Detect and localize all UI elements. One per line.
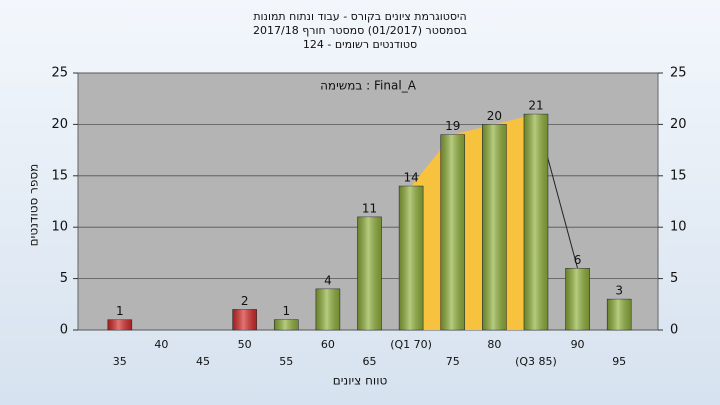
y-tick-label: 5 (60, 271, 68, 286)
x-tick-label: 40 (154, 338, 168, 351)
chart-title: היסטוגרמת ציונים בקורס - עבוד ונתוח תמונ… (253, 10, 466, 23)
y2-tick-label: 20 (670, 117, 687, 132)
x-tick-label: (Q3 85) (515, 355, 557, 368)
value-label: 6 (574, 253, 582, 267)
bar-shine (440, 134, 465, 330)
bar-shine (607, 299, 632, 330)
y-tick-label: 25 (51, 66, 68, 81)
y-tick-label: 15 (51, 168, 68, 183)
bar-shine (482, 124, 507, 331)
x-tick-label: 80 (487, 338, 501, 351)
bar-shine (232, 309, 257, 330)
y2-tick-label: 0 (670, 323, 678, 338)
bar-shine (399, 186, 424, 330)
annotation: במשימה : Final_A (320, 79, 417, 93)
value-label: 20 (487, 109, 502, 123)
x-tick-label: 55 (279, 355, 293, 368)
bar-shine (357, 216, 382, 330)
value-label: 11 (362, 201, 377, 215)
value-label: 14 (403, 171, 418, 185)
value-label: 19 (445, 119, 460, 133)
bar-shine (315, 288, 340, 330)
value-label: 1 (282, 304, 290, 318)
value-label: 2 (241, 294, 249, 308)
value-label: 1 (116, 304, 124, 318)
x-tick-label: 60 (321, 338, 335, 351)
x-axis-label: טווח ציונים (333, 374, 388, 388)
y-tick-label: 10 (51, 220, 68, 235)
x-tick-label: 75 (446, 355, 460, 368)
y2-tick-label: 25 (670, 66, 687, 81)
y-tick-label: 20 (51, 117, 68, 132)
value-label: 3 (615, 284, 623, 298)
x-tick-label: 95 (612, 355, 626, 368)
y2-tick-label: 15 (670, 168, 687, 183)
x-tick-label: 35 (113, 355, 127, 368)
y-axis-label: מספר סטודנטים (27, 164, 41, 247)
y2-tick-label: 10 (670, 220, 687, 235)
bar-shine (523, 114, 548, 331)
y2-tick-label: 5 (670, 271, 678, 286)
x-tick-label: 50 (238, 338, 252, 351)
bar-shine (565, 268, 590, 330)
x-tick-label: 65 (363, 355, 377, 368)
x-tick-label: 90 (571, 338, 585, 351)
chart-subtitle: סטודנטים רשומים - 124 (303, 38, 417, 51)
value-label: 4 (324, 273, 332, 287)
y-tick-label: 0 (60, 323, 68, 338)
x-tick-label: 45 (196, 355, 210, 368)
bar-shine (107, 319, 132, 330)
bar-shine (274, 319, 299, 330)
chart-subtitle: בסמסטר (01/2017) סמסטר חורף 2017/18 (253, 24, 467, 37)
x-tick-label: (Q1 70) (390, 338, 432, 351)
value-label: 21 (528, 99, 543, 113)
